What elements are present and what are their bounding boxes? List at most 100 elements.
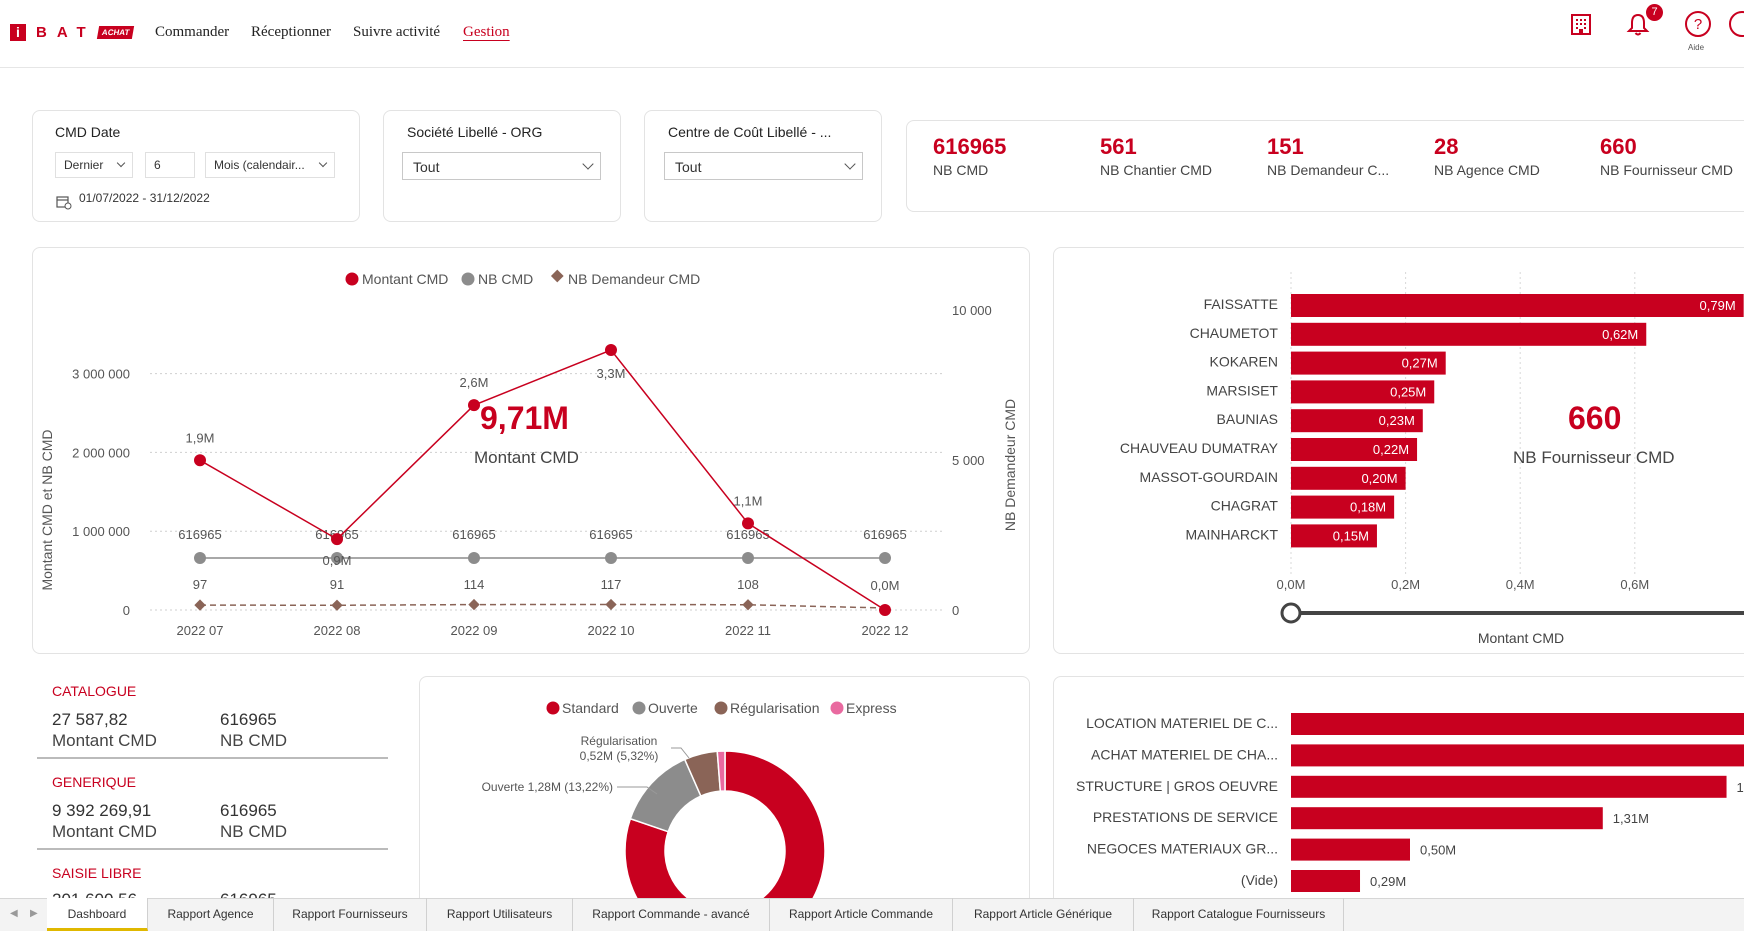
nav-commander[interactable]: Commander bbox=[155, 24, 230, 40]
building-icon[interactable] bbox=[1569, 12, 1593, 36]
legend-marker bbox=[550, 269, 564, 283]
bar[interactable] bbox=[1291, 870, 1361, 892]
legend-label[interactable]: Ouverte bbox=[648, 700, 698, 716]
cmd-date-unit-select[interactable]: Mois (calendair... bbox=[205, 152, 335, 178]
nav-receptionner[interactable]: Réceptionner bbox=[251, 24, 331, 40]
bar-category-label: MAINHARCKT bbox=[1185, 526, 1278, 542]
point-montant-cmd[interactable] bbox=[605, 344, 617, 356]
nav-gestion[interactable]: Gestion bbox=[463, 24, 510, 40]
bar-category-label: MASSOT-GOURDAIN bbox=[1140, 469, 1278, 485]
bar-category-label: BAUNIAS bbox=[1217, 411, 1278, 427]
point-montant-cmd[interactable] bbox=[194, 454, 206, 467]
x-tick-label: 2022 10 bbox=[588, 623, 635, 638]
bar-value-label: 0,50M bbox=[1420, 843, 1456, 858]
bar[interactable] bbox=[1291, 807, 1603, 830]
legend-label[interactable]: NB Demandeur CMD bbox=[568, 271, 700, 287]
bar[interactable] bbox=[1291, 409, 1423, 433]
bar[interactable] bbox=[1291, 713, 1744, 735]
centre-value: Tout bbox=[675, 159, 702, 175]
family-bar-chart: LOCATION MATERIEL DE C...2,28MACHAT MATE… bbox=[1076, 713, 1744, 892]
centre-filter-card bbox=[644, 110, 882, 222]
notification-badge: 7 bbox=[1646, 4, 1663, 21]
legend-label[interactable]: NB CMD bbox=[478, 271, 533, 287]
help-label: Aide bbox=[1688, 43, 1705, 52]
data-label-nb-demandeur: 114 bbox=[464, 577, 485, 592]
line-chart-grid: 3 000 000 2 000 000 1 000 000 0 10 000 5 000 0… bbox=[39, 303, 1018, 638]
chevron-down-icon bbox=[318, 158, 328, 168]
point-nb-cmd[interactable] bbox=[331, 552, 343, 564]
point-nb-demandeur[interactable] bbox=[194, 599, 206, 611]
data-label-nb-cmd: 616965 bbox=[178, 527, 221, 542]
point-nb-cmd[interactable] bbox=[742, 552, 754, 564]
legend-label[interactable]: Régularisation bbox=[730, 700, 820, 716]
bar-value-label: 0,23M bbox=[1379, 413, 1415, 428]
bar[interactable] bbox=[1291, 838, 1410, 861]
bar-category-label: MARSISET bbox=[1206, 382, 1278, 398]
legend-label[interactable]: Standard bbox=[562, 700, 619, 716]
range-slider-handle[interactable] bbox=[1280, 602, 1302, 624]
donut-slice[interactable] bbox=[716, 750, 726, 792]
centre-select[interactable]: Tout bbox=[664, 152, 863, 180]
bar-value-label: 0,22M bbox=[1373, 442, 1409, 457]
bar-value-label: 0,27M bbox=[1402, 356, 1438, 371]
data-label-nb-demandeur: 117 bbox=[601, 577, 622, 592]
bar[interactable] bbox=[1291, 380, 1435, 404]
point-montant-cmd[interactable] bbox=[879, 604, 891, 616]
point-nb-demandeur[interactable] bbox=[468, 598, 480, 611]
bar[interactable] bbox=[1291, 495, 1395, 519]
generique-montant-label: Montant CMD bbox=[52, 822, 157, 841]
nav-suivre-activite[interactable]: Suivre activité bbox=[353, 24, 441, 40]
calendar-icon[interactable] bbox=[56, 194, 72, 210]
cmd-date-mode-select[interactable]: Dernier bbox=[55, 152, 133, 178]
societe-select[interactable]: Tout bbox=[402, 152, 601, 180]
cmd-date-mode-value: Dernier bbox=[64, 158, 104, 172]
bar[interactable] bbox=[1291, 775, 1727, 798]
y-tick-label: 3 000 000 bbox=[72, 367, 130, 382]
legend-label[interactable]: Express bbox=[846, 700, 897, 716]
tab-scroll-right-icon[interactable]: ▶ bbox=[30, 908, 38, 919]
tab-rapport-agence[interactable]: Rapport Agence bbox=[148, 898, 274, 931]
bar-value-label: 0,15M bbox=[1333, 528, 1369, 543]
bar[interactable] bbox=[1291, 466, 1406, 490]
point-nb-cmd[interactable] bbox=[468, 552, 480, 564]
tab-rapport-article-generique[interactable]: Rapport Article Générique bbox=[953, 898, 1134, 931]
tab-scroll-left-icon[interactable]: ◀ bbox=[10, 908, 18, 919]
legend-marker bbox=[546, 701, 560, 715]
supplier-chart-bars: FAISSATTE 0,79M CHAUMETOT 0,62M KOKAREN 0,27M… bbox=[1120, 294, 1744, 646]
bell-icon[interactable] bbox=[1626, 12, 1650, 38]
point-nb-cmd[interactable] bbox=[194, 552, 206, 564]
donut-slice[interactable] bbox=[624, 750, 826, 898]
point-montant-cmd[interactable] bbox=[742, 517, 754, 530]
point-nb-cmd[interactable] bbox=[879, 552, 891, 564]
tab-rapport-article-commande[interactable]: Rapport Article Commande bbox=[770, 898, 953, 931]
line-chart-legend: Montant CMD NB CMD NB Demandeur CMD bbox=[345, 269, 700, 287]
bar[interactable] bbox=[1291, 351, 1446, 375]
point-nb-demandeur[interactable] bbox=[331, 599, 343, 611]
help-icon[interactable]: ? bbox=[1684, 10, 1712, 38]
catalogue-nb: 616965 bbox=[220, 710, 277, 729]
tab-dashboard[interactable]: Dashboard bbox=[47, 898, 148, 931]
tab-rapport-commande-avance[interactable]: Rapport Commande - avancé bbox=[573, 898, 770, 931]
account-icon[interactable] bbox=[1728, 10, 1744, 38]
bar[interactable] bbox=[1291, 322, 1647, 346]
point-montant-cmd[interactable] bbox=[331, 533, 343, 546]
point-nb-demandeur[interactable] bbox=[605, 598, 617, 611]
cmd-date-count-input[interactable]: 6 bbox=[145, 152, 195, 178]
point-montant-cmd[interactable] bbox=[468, 399, 480, 412]
data-label-nb-demandeur: 108 bbox=[737, 577, 759, 592]
tab-rapport-utilisateurs[interactable]: Rapport Utilisateurs bbox=[427, 898, 573, 931]
legend-label[interactable]: Montant CMD bbox=[362, 271, 448, 287]
cmd-date-range: 01/07/2022 - 31/12/2022 bbox=[79, 191, 210, 205]
x-tick-label: 2022 09 bbox=[451, 623, 498, 638]
bar[interactable] bbox=[1291, 524, 1377, 548]
point-nb-demandeur[interactable] bbox=[742, 599, 754, 611]
family-chart-bars: LOCATION MATERIEL DE C...2,28MACHAT MATE… bbox=[1076, 713, 1744, 892]
bar[interactable] bbox=[1291, 744, 1744, 767]
tab-rapport-catalogue-fournisseurs[interactable]: Rapport Catalogue Fournisseurs bbox=[1134, 898, 1344, 931]
bar-value-label: 0,18M bbox=[1350, 500, 1386, 515]
bar[interactable] bbox=[1291, 294, 1744, 317]
tab-rapport-fournisseurs[interactable]: Rapport Fournisseurs bbox=[274, 898, 427, 931]
kpi-nb-cmd-value: 616965 bbox=[933, 134, 1007, 159]
bar[interactable] bbox=[1291, 438, 1418, 461]
point-nb-cmd[interactable] bbox=[605, 552, 617, 564]
